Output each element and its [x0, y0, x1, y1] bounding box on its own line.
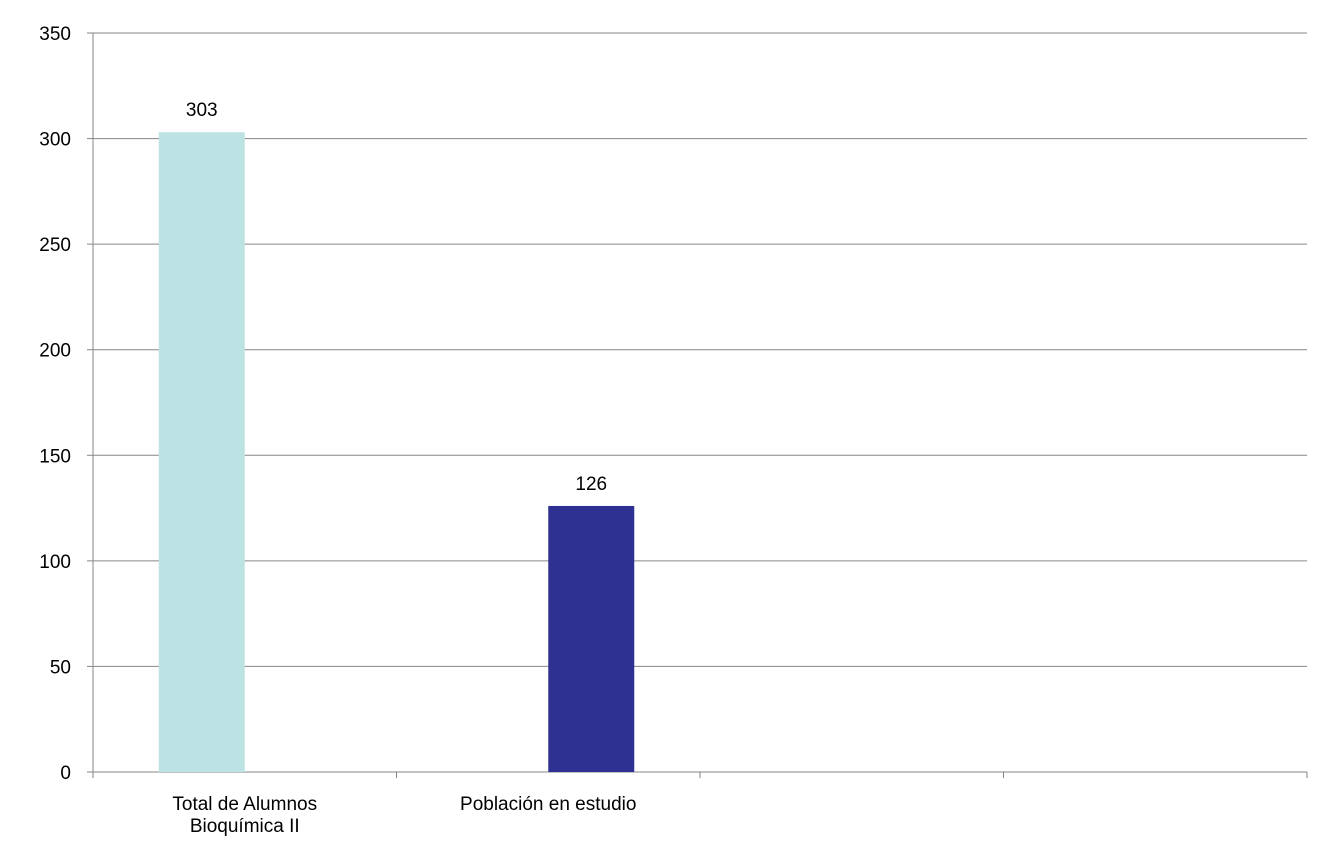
- bar: [548, 505, 635, 772]
- data-label: 303: [186, 100, 218, 121]
- y-tick-label: 100: [39, 552, 71, 573]
- data-label: 126: [575, 474, 607, 495]
- y-tick-label: 350: [39, 24, 71, 45]
- bar: [158, 132, 245, 773]
- y-tick-label: 200: [39, 341, 71, 362]
- y-tick-label: 0: [60, 763, 71, 784]
- y-tick-label: 300: [39, 130, 71, 151]
- x-tick-label: Población en estudio: [460, 794, 637, 815]
- y-tick-label: 50: [50, 657, 71, 678]
- x-tick-label: Total de Alumnos Bioquímica II: [172, 794, 318, 837]
- y-tick-label: 250: [39, 235, 71, 256]
- y-tick-label: 150: [39, 446, 71, 467]
